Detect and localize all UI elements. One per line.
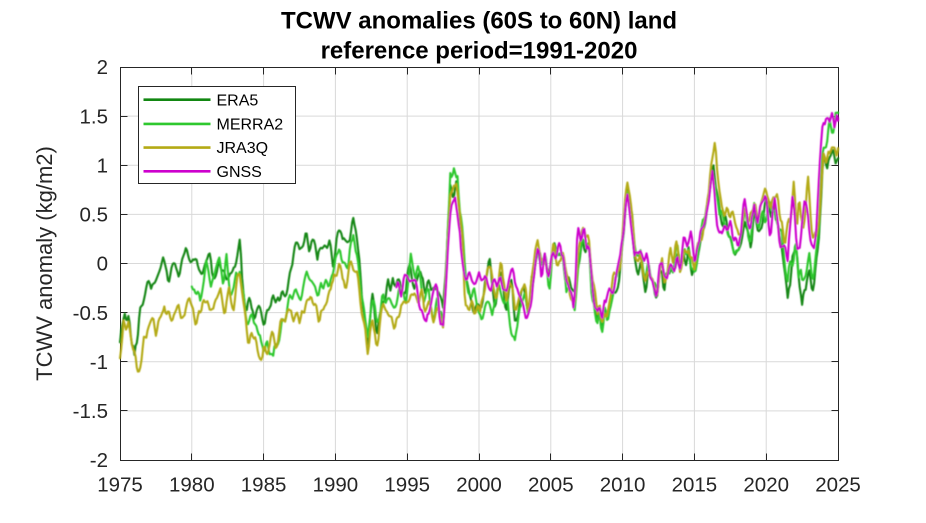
svg-text:1985: 1985 xyxy=(241,474,287,497)
svg-text:2000: 2000 xyxy=(456,474,502,497)
svg-text:TCWV anomalies (60S to 60N) la: TCWV anomalies (60S to 60N) land xyxy=(281,8,677,35)
svg-text:2020: 2020 xyxy=(743,474,789,497)
svg-text:1980: 1980 xyxy=(169,474,215,497)
svg-text:0.5: 0.5 xyxy=(80,204,109,227)
svg-text:reference period=1991-2020: reference period=1991-2020 xyxy=(321,38,638,65)
svg-text:2: 2 xyxy=(97,56,108,79)
svg-text:0: 0 xyxy=(97,253,108,276)
svg-text:1975: 1975 xyxy=(97,474,143,497)
svg-text:-0.5: -0.5 xyxy=(73,302,108,325)
svg-text:TCWV anomaly (kg/m2): TCWV anomaly (kg/m2) xyxy=(32,146,57,381)
svg-text:1: 1 xyxy=(97,154,108,177)
svg-text:1.5: 1.5 xyxy=(80,105,109,128)
svg-text:-2: -2 xyxy=(90,449,108,472)
svg-text:-1: -1 xyxy=(90,351,108,374)
svg-text:ERA5: ERA5 xyxy=(217,92,259,109)
svg-text:MERRA2: MERRA2 xyxy=(217,117,284,134)
svg-text:2005: 2005 xyxy=(528,474,574,497)
svg-text:-1.5: -1.5 xyxy=(73,400,108,423)
svg-text:1995: 1995 xyxy=(384,474,430,497)
svg-text:2025: 2025 xyxy=(815,474,861,497)
svg-text:JRA3Q: JRA3Q xyxy=(217,140,269,157)
svg-text:1990: 1990 xyxy=(313,474,359,497)
svg-text:2010: 2010 xyxy=(600,474,646,497)
svg-text:GNSS: GNSS xyxy=(217,164,262,181)
svg-text:2015: 2015 xyxy=(672,474,718,497)
